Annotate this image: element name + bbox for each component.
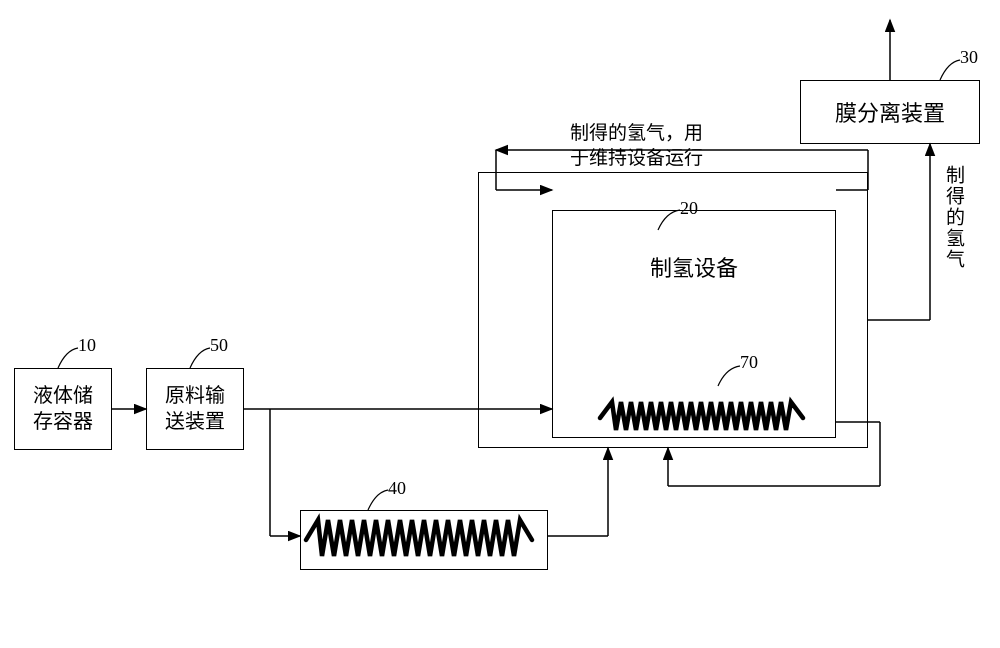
- num-70: 70: [740, 352, 758, 373]
- recycle-text: 制得的氢气，用 于维持设备运行: [570, 122, 703, 171]
- storage-label: 液体储 存容器: [33, 383, 93, 435]
- feeder-label: 原料输 送装置: [165, 383, 225, 435]
- output-text: 制得的氢气: [940, 165, 967, 270]
- feeder-box: 原料输 送装置: [146, 368, 244, 450]
- preheater-box: [300, 510, 548, 570]
- num-10: 10: [78, 335, 96, 356]
- h2gen-label: 制氢设备: [650, 251, 738, 283]
- num-20: 20: [680, 198, 698, 219]
- num-30: 30: [960, 47, 978, 68]
- num-40: 40: [388, 478, 406, 499]
- num-50: 50: [210, 335, 228, 356]
- h2gen-box: 制氢设备: [552, 210, 836, 438]
- membrane-label: 膜分离装置: [835, 96, 945, 128]
- membrane-box: 膜分离装置: [800, 80, 980, 144]
- storage-box: 液体储 存容器: [14, 368, 112, 450]
